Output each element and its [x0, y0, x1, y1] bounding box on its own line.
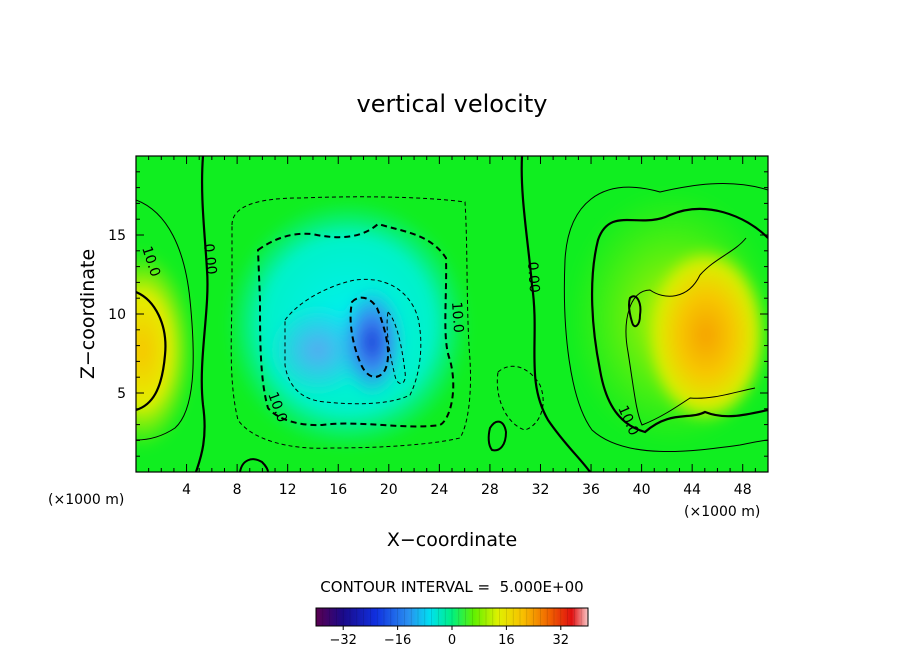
y-tick-label: 10 — [108, 307, 126, 323]
contour-pos-small-right — [627, 295, 642, 328]
axis-ticks — [136, 156, 768, 472]
contour-zero-bottom-left — [239, 458, 269, 472]
colorbar-tick-label: 16 — [498, 633, 515, 648]
positive-left-core — [136, 250, 194, 450]
colorbar-gradient — [316, 608, 588, 626]
y-tick-label: 5 — [117, 386, 126, 402]
colorbar-tick-label: 0 — [448, 633, 456, 648]
contour-neg-5 — [230, 196, 471, 449]
plot-area: 10.0 0.00 10.0 10.0 0.00 10.0 — [136, 156, 768, 472]
x-axis-unit-right: (×1000 m) — [684, 504, 760, 520]
contour-pos-blob — [487, 420, 508, 452]
negative-core — [340, 287, 404, 397]
x-tick-label: 16 — [329, 482, 347, 498]
x-tick-label: 36 — [582, 482, 600, 498]
colorbar-bins — [315, 608, 589, 626]
zero-contour-left-edge — [136, 290, 167, 412]
contour-label: 10.0 — [448, 301, 466, 333]
x-tick-label: 48 — [734, 482, 752, 498]
colorbar — [315, 607, 589, 627]
zero-contour-right — [590, 207, 768, 434]
zero-contour-center — [520, 156, 591, 472]
contour-label: 0.00 — [200, 243, 219, 276]
x-axis-unit-left: (×1000 m) — [48, 492, 124, 508]
colorbar-tick-label: −32 — [329, 633, 356, 648]
contour-left-10 — [136, 199, 194, 441]
x-tick-label: 12 — [279, 482, 297, 498]
contour-right-outer — [563, 183, 768, 452]
y-axis-label: Z−coordinate — [77, 249, 99, 379]
contour-neg-15 — [284, 278, 422, 405]
colorbar-tick-label: −16 — [384, 633, 411, 648]
x-tick-label: 44 — [683, 482, 701, 498]
x-axis-label: X−coordinate — [387, 529, 517, 551]
contour-neg-small — [496, 365, 544, 431]
contour-right-10 — [625, 237, 756, 426]
x-tick-label: 28 — [481, 482, 499, 498]
contour-neg-25 — [386, 310, 406, 384]
contour-neg-20 — [349, 296, 390, 378]
x-tick-label: 8 — [233, 482, 242, 498]
x-tick-label: 32 — [532, 482, 550, 498]
y-tick-label: 15 — [108, 228, 126, 244]
x-tick-label: 24 — [430, 482, 448, 498]
positive-right-core — [644, 245, 768, 425]
chart-title: vertical velocity — [357, 90, 548, 118]
x-tick-label: 4 — [182, 482, 191, 498]
x-tick-label: 20 — [380, 482, 398, 498]
contour-lines — [136, 156, 768, 472]
contour-interval-caption: CONTOUR INTERVAL = 5.000E+00 — [320, 578, 583, 596]
colorbar-tick-label: 32 — [553, 633, 570, 648]
contour-label: 0.00 — [524, 261, 542, 293]
zero-contour-left — [194, 156, 209, 472]
x-tick-label: 40 — [633, 482, 651, 498]
